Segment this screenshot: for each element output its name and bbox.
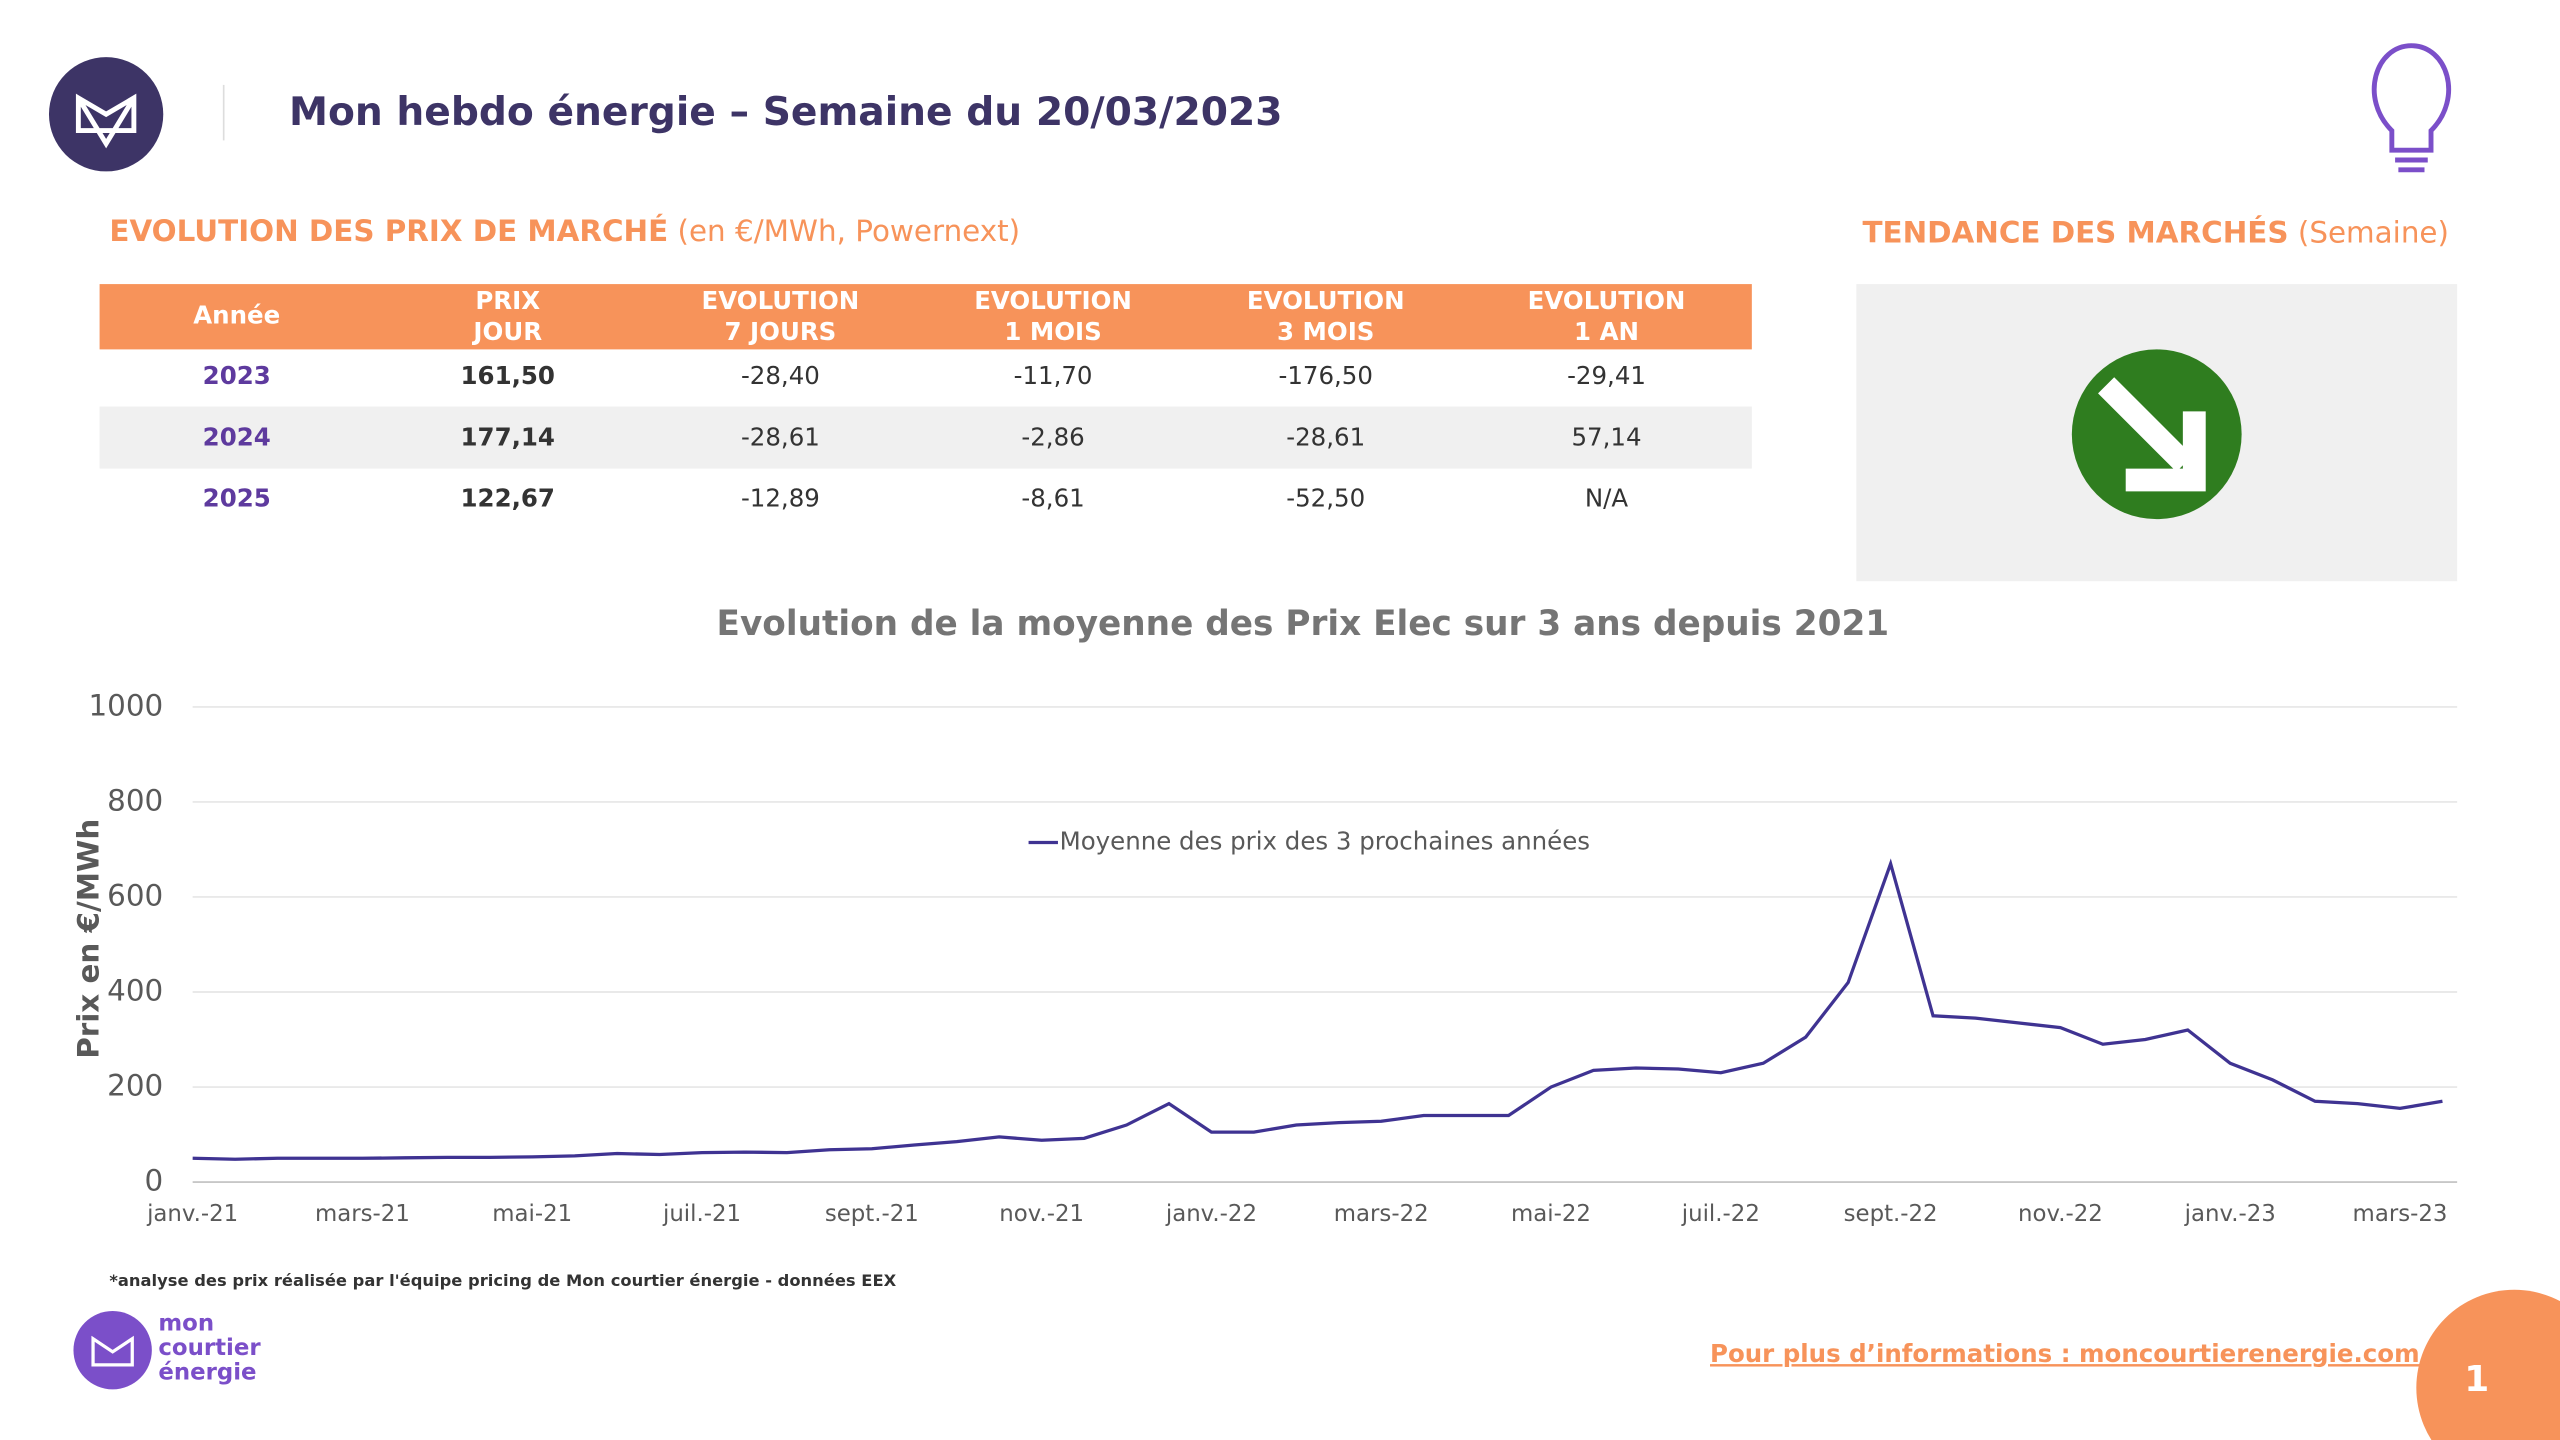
- x-tick-label: mars-22: [1334, 1201, 1429, 1227]
- table-cell: 57,14: [1571, 422, 1641, 451]
- y-tick-label: 600: [107, 878, 163, 912]
- table-header-cell: EVOLUTION: [974, 286, 1132, 315]
- table-header-cell: PRIX: [475, 286, 540, 315]
- table-header-cell: Année: [193, 301, 280, 330]
- footnote: *analyse des prix réalisée par l'équipe …: [109, 1271, 896, 1290]
- page-badge: [2416, 1289, 2560, 1440]
- table-cell: -52,50: [1286, 484, 1365, 513]
- bulb-icon: [2371, 43, 2451, 173]
- section-title: EVOLUTION DES PRIX DE MARCHÉ (en €/MWh, …: [109, 212, 1020, 247]
- page-number: 1: [2464, 1359, 2489, 1400]
- y-tick-label: 0: [145, 1164, 164, 1198]
- table-cell: -8,61: [1021, 484, 1084, 513]
- table-header: [99, 284, 1752, 350]
- table-cell: N/A: [1585, 484, 1629, 513]
- y-axis-label: Prix en €/MWh: [71, 819, 105, 1059]
- logo-text: énergie: [158, 1360, 256, 1386]
- legend-label: Moyenne des prix des 3 prochaines années: [1060, 826, 1590, 855]
- x-tick-label: juil.-21: [662, 1201, 741, 1227]
- table-cell: -12,89: [741, 484, 820, 513]
- y-tick-label: 1000: [88, 688, 163, 722]
- table-cell: -28,61: [1286, 422, 1365, 451]
- table-header-cell: EVOLUTION: [1247, 286, 1405, 315]
- table-header-cell: JOUR: [471, 317, 542, 346]
- info-link[interactable]: Pour plus d’informations : moncourtieren…: [1710, 1339, 2420, 1368]
- table-header-cell: 1 AN: [1574, 317, 1639, 346]
- table-cell: -176,50: [1278, 361, 1372, 390]
- table-cell: -29,41: [1567, 361, 1646, 390]
- logo-text: mon: [158, 1311, 214, 1337]
- table-header-cell: 3 MOIS: [1277, 317, 1374, 346]
- x-tick-label: nov.-21: [999, 1201, 1084, 1227]
- x-tick-label: juil.-22: [1681, 1201, 1760, 1227]
- data-line: [192, 858, 2443, 1161]
- x-tick-label: mars-23: [2353, 1201, 2448, 1227]
- x-tick-label: janv.-21: [146, 1201, 238, 1227]
- table-stripe: [99, 406, 1752, 469]
- x-tick-label: sept.-22: [1844, 1201, 1938, 1227]
- x-tick-label: mai-21: [492, 1201, 572, 1227]
- x-tick-label: janv.-22: [1165, 1201, 1257, 1227]
- trend-arrow: [2098, 377, 2206, 492]
- table-cell: 2025: [203, 484, 271, 513]
- table-cell: -28,40: [741, 361, 820, 390]
- x-tick-label: mars-21: [315, 1201, 410, 1227]
- table-cell: 177,14: [461, 422, 555, 451]
- table-header-cell: 1 MOIS: [1004, 317, 1101, 346]
- table-header-cell: EVOLUTION: [702, 286, 860, 315]
- trend-title: TENDANCE DES MARCHÉS (Semaine): [1862, 214, 2448, 249]
- x-tick-label: nov.-22: [2018, 1201, 2103, 1227]
- table-cell: -11,70: [1014, 361, 1093, 390]
- table-header-cell: EVOLUTION: [1528, 286, 1686, 315]
- x-tick-label: mai-22: [1511, 1201, 1591, 1227]
- table-cell: 2024: [203, 422, 271, 451]
- y-tick-label: 400: [107, 973, 163, 1007]
- table-cell: 122,67: [461, 484, 555, 513]
- logo-icon: [75, 93, 137, 149]
- table-header-cell: 7 JOURS: [725, 317, 837, 346]
- page-title: Mon hebdo énergie – Semaine du 20/03/202…: [289, 90, 1283, 135]
- logo-text: courtier: [158, 1335, 261, 1361]
- y-tick-label: 200: [107, 1069, 163, 1103]
- table-cell: 161,50: [461, 361, 555, 390]
- footer-logo-icon: [91, 1335, 134, 1367]
- x-tick-label: janv.-23: [2184, 1201, 2276, 1227]
- y-tick-label: 800: [107, 783, 163, 817]
- table-cell: -28,61: [741, 422, 820, 451]
- table-cell: -2,86: [1021, 422, 1084, 451]
- chart-title: Evolution de la moyenne des Prix Elec su…: [717, 604, 1890, 644]
- x-tick-label: sept.-21: [825, 1201, 919, 1227]
- table-cell: 2023: [203, 361, 271, 390]
